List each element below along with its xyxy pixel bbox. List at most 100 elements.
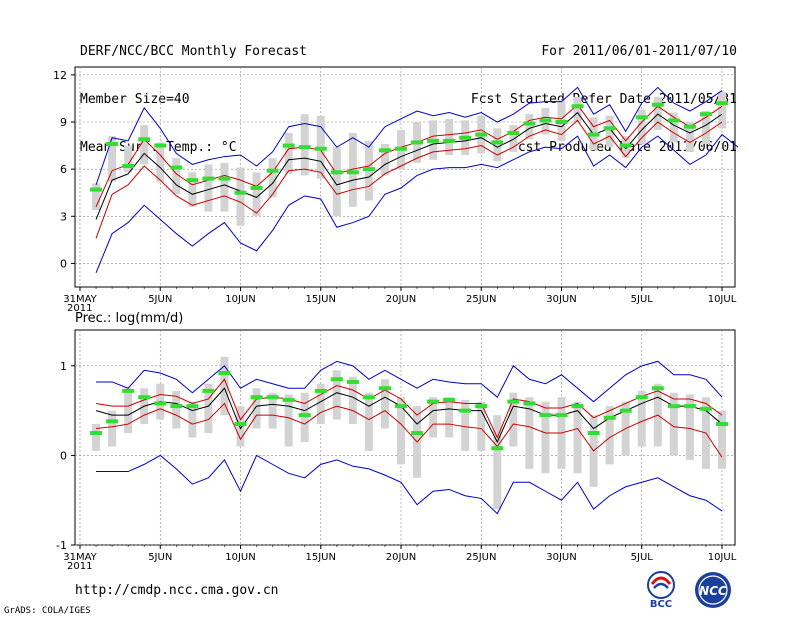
panel1-observed-marker — [90, 187, 103, 192]
panel2-xtick-label: 31MAY — [63, 552, 97, 563]
panel1-observed-marker — [603, 126, 616, 131]
panel1-ytick-label: 6 — [60, 163, 67, 176]
bcc-logo-text: BCC — [650, 599, 672, 610]
panel2-observed-marker — [218, 371, 231, 375]
panel2-spread-box — [236, 406, 245, 447]
panel1-observed-marker — [314, 146, 327, 151]
panel1-spread-box — [493, 128, 502, 162]
panel1-xtick-label: 5JUN — [148, 294, 172, 305]
panel1-observed-marker — [427, 138, 440, 143]
panel1-spread-box — [124, 145, 133, 173]
panel1-observed-marker — [651, 102, 664, 107]
panel2-spread-box — [220, 356, 229, 416]
panel1-spread-box — [188, 172, 197, 207]
panel1-observed-marker — [122, 164, 135, 168]
panel1-observed-marker — [459, 135, 472, 140]
panel2-observed-marker — [250, 395, 263, 400]
panel1-observed-marker — [282, 143, 295, 148]
panel2-xtick-label: 5JUN — [148, 552, 172, 563]
panel1-ytick-label: 0 — [60, 257, 67, 270]
panel2-ensemble-mean-line — [95, 387, 723, 444]
panel1-spread-box — [140, 125, 149, 165]
panel1-observed-marker — [330, 170, 343, 175]
panel1-xtick-label: 5JUL — [631, 294, 654, 305]
panel2-xtick-label: 10JUL — [708, 552, 737, 563]
panel1-observed-marker — [266, 168, 279, 173]
panel2-xtick-label: 20JUN — [386, 552, 416, 563]
header-period: For 2011/06/01-2011/07/10 — [541, 44, 737, 59]
panel1-spread-box — [637, 109, 646, 144]
panel1-observed-marker — [138, 137, 151, 142]
panel1-xtick-label: 25JUN — [466, 294, 496, 305]
panel1-observed-marker — [539, 118, 552, 123]
panel2-frame — [74, 329, 736, 546]
panel1-spread-box — [525, 114, 534, 140]
panel2-spread-box — [525, 397, 534, 469]
panel2-observed-marker — [106, 419, 119, 424]
panel2-spread-box — [445, 397, 454, 438]
panel2-spread-box — [541, 401, 550, 474]
panel1-observed-marker — [250, 186, 263, 190]
panel1-upper-spread-line — [95, 103, 723, 208]
panel1-observed-marker — [555, 120, 568, 124]
grads-credit: GrADS: COLA/IGES — [4, 606, 91, 616]
header-member-size: Member Size=40 — [80, 92, 190, 107]
panel1-xtick-label: 31MAY — [63, 294, 97, 305]
panel2-observed-marker — [202, 388, 215, 393]
panel2-spread-box — [300, 392, 309, 442]
panel2-observed-marker — [491, 446, 504, 451]
panel2-observed-marker — [539, 413, 552, 418]
panel1-observed-marker — [411, 140, 424, 145]
panel1-spread-box — [300, 114, 309, 176]
panel2-observed-marker — [459, 408, 472, 413]
panel2-spread-box — [477, 401, 486, 451]
panel2-spread-box — [188, 401, 197, 438]
panel1-observed-marker — [395, 146, 407, 151]
panel2-observed-marker — [635, 395, 648, 400]
panel1-observed-marker — [106, 142, 119, 146]
panel2-observed-marker — [571, 404, 584, 409]
panel2-spread-box — [461, 399, 470, 451]
panel1-observed-marker — [491, 140, 504, 145]
panel1-spread-box — [92, 183, 101, 210]
panel2-xtick-sublabel: 2011 — [67, 561, 92, 572]
panel1-xtick-label: 30JUN — [546, 294, 576, 305]
panel2-observed-marker — [282, 397, 295, 402]
panel2-observed-marker — [362, 395, 375, 400]
panel2-observed-marker — [122, 388, 135, 393]
panel2-observed-marker — [587, 431, 600, 436]
panel1-lower-spread-line — [95, 119, 723, 239]
panel1-ytick-label: 3 — [60, 210, 67, 223]
panel2-observed-marker — [138, 395, 151, 400]
panel2-spread-box — [252, 388, 261, 429]
panel1-spread-box — [445, 118, 454, 155]
panel1-spread-box — [348, 133, 357, 207]
panel1-observed-marker — [716, 101, 728, 106]
panel2-spread-box — [637, 390, 646, 447]
panel1-spread-box — [268, 158, 277, 198]
header-title: DERF/NCC/BCC Monthly Forecast — [80, 44, 307, 59]
panel1-xtick-sublabel: 2011 — [67, 303, 92, 314]
panel1-spread-box — [653, 96, 662, 130]
panel2-ytick-label: 1 — [60, 360, 67, 373]
panel1-observed-marker — [154, 143, 167, 148]
panel1-observed-marker — [683, 124, 696, 129]
panel2-observed-marker — [186, 404, 199, 409]
ncc-logo-text: NCC — [699, 584, 727, 598]
footer-url[interactable]: http://cmdp.ncc.cma.gov.cn — [75, 583, 279, 598]
panel1-observed-marker — [202, 176, 215, 181]
panel2-observed-marker — [555, 413, 568, 418]
panel2-spread-box — [669, 392, 678, 456]
panel2-spread-box — [573, 401, 582, 474]
panel1-spread-box — [718, 92, 726, 129]
panel2-observed-marker — [716, 422, 728, 427]
panel1-spread-box — [108, 136, 117, 182]
panel1-observed-marker — [234, 190, 247, 195]
panel2-lower-spread-line — [95, 402, 723, 458]
panel1-observed-marker — [443, 138, 456, 143]
panel2-observed-marker — [507, 399, 520, 404]
panel2-ytick-label: 0 — [60, 449, 67, 462]
panel2-ytick-label: -1 — [56, 539, 67, 552]
panel1-max-line — [95, 86, 723, 186]
panel1-spread-box — [380, 144, 389, 176]
